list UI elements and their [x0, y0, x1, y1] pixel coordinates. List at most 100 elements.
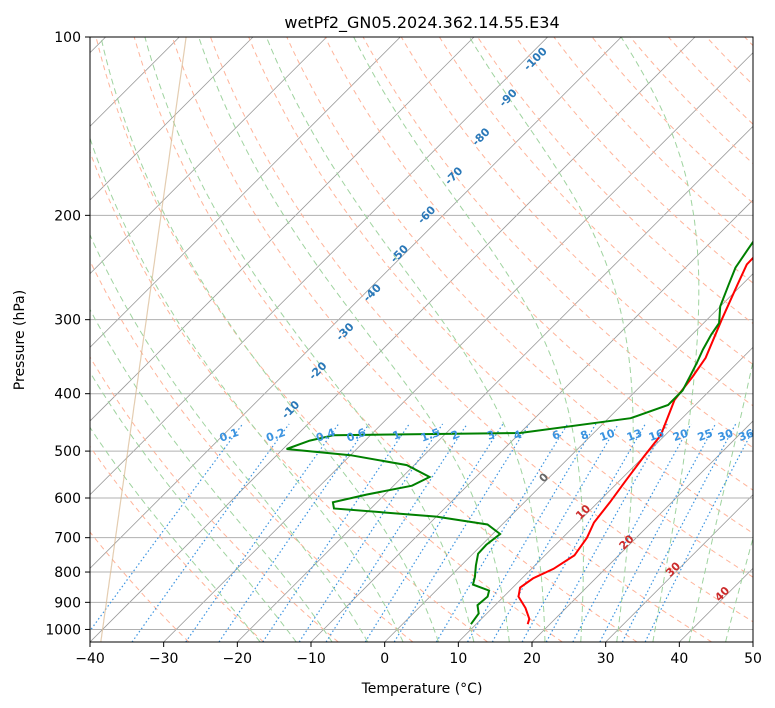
isotherm-line	[163, 52, 753, 642]
y-axis-ticks: 1000 900 800 700 600 500 400 300 200 100	[45, 30, 90, 638]
mixing-ratio-line	[364, 423, 504, 642]
isotherm-line	[605, 494, 753, 642]
x-tick-label: 50	[744, 651, 762, 667]
dry-adiabat-line	[210, 37, 753, 623]
mixing-ratio-label: 10	[598, 426, 617, 444]
temperature-profile	[517, 256, 753, 625]
x-tick-label: 0	[380, 651, 389, 667]
x-tick-label: −30	[149, 651, 179, 667]
y-axis-label: Pressure (hPa)	[12, 290, 28, 390]
dry-adiabat-line	[286, 37, 753, 534]
dry-adiabat-line	[90, 356, 339, 642]
dry-adiabat-line	[90, 531, 190, 642]
auxiliary-curve	[100, 37, 187, 642]
mixing-ratio-line	[599, 423, 717, 642]
dry-adiabat-label: -40	[361, 281, 384, 304]
dry-adiabat-label: -80	[469, 125, 492, 148]
mixing-ratio-line	[572, 423, 692, 642]
dry-adiabat-label: -70	[442, 164, 465, 187]
mixing-ratio-label: 6	[550, 428, 562, 443]
plot-frame	[89, 36, 754, 643]
x-tick-label: −40	[75, 651, 105, 667]
mixing-ratio-line	[298, 423, 444, 642]
mixing-ratio-label: 25	[696, 427, 715, 444]
moist-adiabat-label: 20	[617, 532, 637, 552]
mixing-ratio-label: 0.4	[314, 426, 337, 445]
y-tick-label: 200	[54, 208, 81, 224]
dry-adiabat-label: -100	[521, 44, 550, 73]
moist-adiabat-label: 40	[712, 584, 732, 604]
mixing-ratio-label: 20	[671, 426, 690, 444]
dry-adiabat-line	[668, 37, 753, 125]
mixing-ratio-label: 0.1	[218, 426, 241, 445]
x-tick-label: −20	[223, 651, 253, 667]
mixing-ratio-label: 1	[391, 428, 403, 443]
mixing-ratio-label: 16	[647, 426, 666, 444]
moist-adiabat-label: 30	[663, 559, 683, 579]
isotherm-line	[531, 420, 753, 642]
dry-adiabat-line	[171, 37, 712, 642]
dry-adiabat-line	[90, 150, 488, 642]
isotherm-line	[90, 37, 548, 496]
mixing-ratio-line	[185, 423, 340, 642]
moist-adiabat-line	[90, 136, 404, 642]
mixing-ratio-label: 30	[716, 426, 735, 444]
mixing-ratio-label: 8	[579, 428, 591, 443]
moist-adiabat-line	[688, 358, 753, 642]
dry-adiabat-line	[248, 37, 753, 578]
mixing-ratio-label: 0.6	[345, 426, 368, 445]
dry-adiabat-label: -10	[279, 398, 302, 421]
isotherm-line	[237, 125, 753, 642]
moist-adiabat-line	[198, 37, 510, 642]
dry-adiabat-line	[90, 259, 414, 642]
isotherm-line	[458, 346, 753, 642]
mixing-ratio-line	[435, 423, 569, 642]
dry-adiabat-line	[591, 37, 753, 204]
isotherm-line	[752, 641, 753, 642]
y-tick-label: 800	[54, 565, 81, 581]
x-tick-label: 20	[523, 651, 541, 667]
isotherm-line	[90, 37, 327, 275]
dewpoint-profile	[286, 240, 753, 625]
chart-title: wetPf2_GN05.2024.362.14.55.E34	[284, 13, 559, 33]
isotherm-line	[310, 199, 753, 642]
y-tick-label: 1000	[45, 622, 81, 638]
dry-adiabat-line	[400, 37, 753, 407]
mixing-ratio-line	[393, 423, 530, 642]
y-tick-label: 500	[54, 444, 81, 460]
x-tick-label: 10	[449, 651, 467, 667]
dry-adiabat-line	[90, 445, 264, 642]
mixing-ratio-label: 2	[449, 428, 461, 443]
dry-adiabat-label: -50	[388, 242, 411, 265]
mixing-ratio-label: 0.2	[264, 426, 287, 445]
mixing-ratio-label: 1.5	[419, 426, 442, 445]
dry-adiabat-label: -90	[497, 86, 520, 109]
dry-adiabat-label: -30	[333, 320, 356, 343]
mixing-ratio-line	[545, 423, 668, 642]
moist-adiabat-line	[353, 37, 584, 642]
mixing-ratio-line	[521, 423, 646, 642]
dry-adiabat-line	[706, 37, 753, 86]
isotherm-line	[90, 37, 254, 201]
y-tick-label: 400	[54, 387, 81, 403]
isotherm-line	[679, 567, 753, 642]
dry-adiabat-line	[95, 37, 563, 642]
moist-adiabat-line	[90, 233, 369, 642]
isotherm-line	[90, 37, 475, 422]
dry-adiabat-line	[438, 37, 753, 366]
mixing-ratio-line	[644, 428, 753, 642]
moist-adiabat-line	[265, 37, 546, 642]
dry-adiabat-line	[515, 37, 753, 284]
isotherm-line	[90, 37, 401, 348]
mixing-ratio-label: 36	[737, 426, 756, 444]
x-tick-label: −10	[296, 651, 326, 667]
x-tick-label: 30	[597, 651, 615, 667]
x-axis-ticks: −40 −30 −20 −10 0 10 20 30 40 50	[75, 642, 762, 667]
isotherm-line	[384, 273, 753, 642]
y-tick-label: 900	[54, 595, 81, 611]
mixing-ratio-line	[621, 423, 737, 642]
y-tick-label: 300	[54, 313, 81, 329]
dry-adiabat-line	[133, 37, 638, 642]
mixing-ratio-line	[466, 423, 597, 642]
